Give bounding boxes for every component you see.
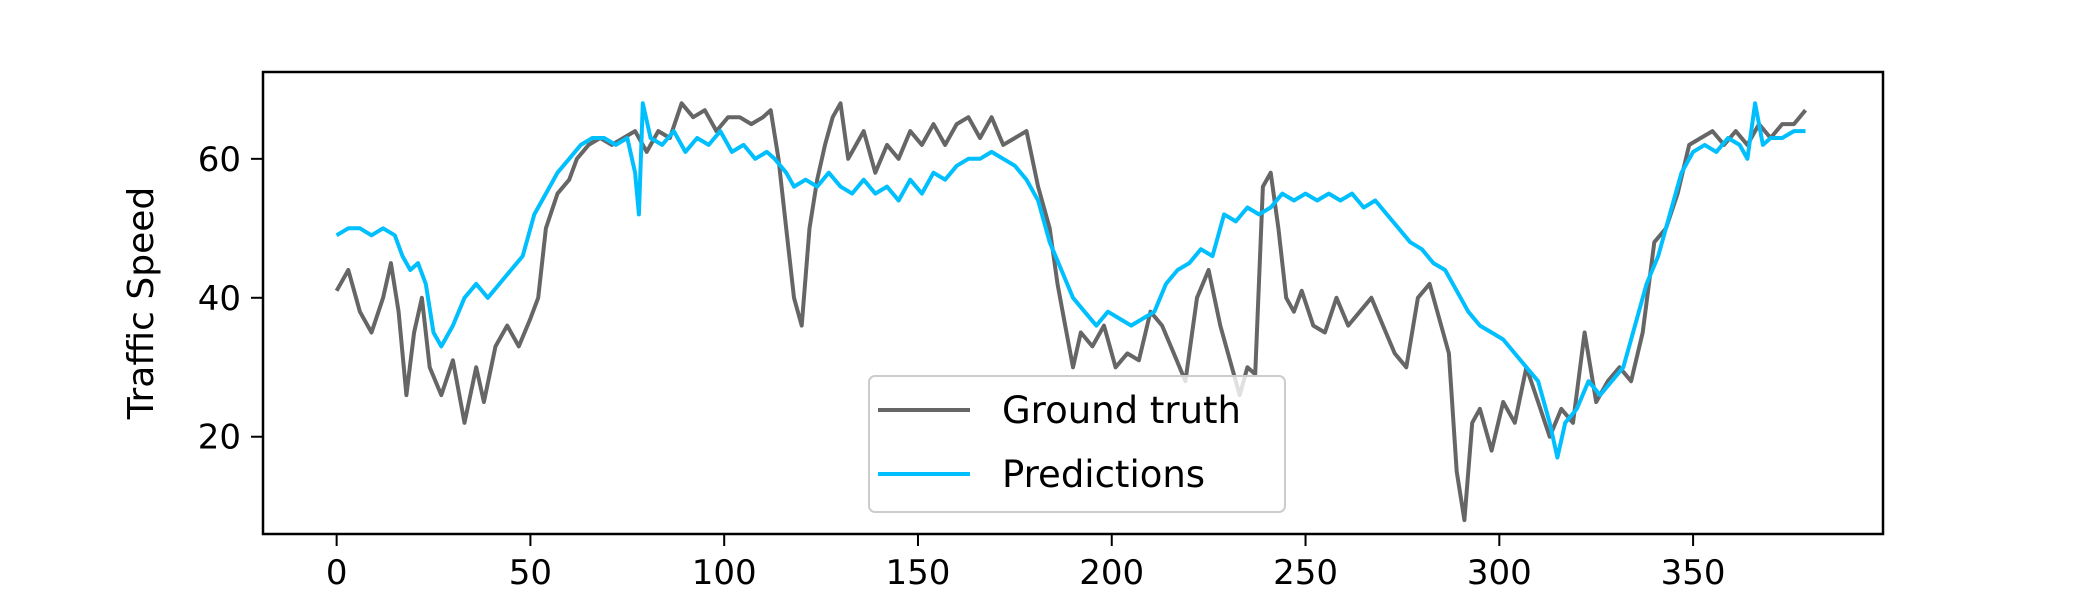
x-axis: 0 50 100 150 200 250 300 350 <box>326 534 1726 593</box>
series-line-ground-truth <box>334 101 1808 523</box>
y-tick-label: 20 <box>198 418 241 458</box>
plot-frame <box>261 70 1885 536</box>
y-axis-label: Traffic Speed <box>121 187 162 420</box>
y-tick-label: 60 <box>198 140 241 180</box>
x-tick-label: 300 <box>1467 553 1532 593</box>
x-tick-label: 0 <box>326 553 348 593</box>
series-line-predictions <box>335 101 1806 460</box>
legend-label-ground-truth: Ground truth <box>1002 389 1241 432</box>
x-tick-label: 350 <box>1661 553 1726 593</box>
x-tick-label: 100 <box>692 553 757 593</box>
x-tick-label: 250 <box>1273 553 1338 593</box>
legend: Ground truth Predictions <box>868 375 1286 513</box>
y-tick-label: 40 <box>198 279 241 319</box>
x-tick-label: 50 <box>509 553 552 593</box>
series-layer <box>334 101 1808 523</box>
x-tick-label: 150 <box>886 553 951 593</box>
legend-label-predictions: Predictions <box>1002 453 1205 496</box>
y-axis: 20 40 60 <box>198 140 263 458</box>
legend-frame <box>868 375 1286 513</box>
x-tick-label: 200 <box>1079 553 1144 593</box>
